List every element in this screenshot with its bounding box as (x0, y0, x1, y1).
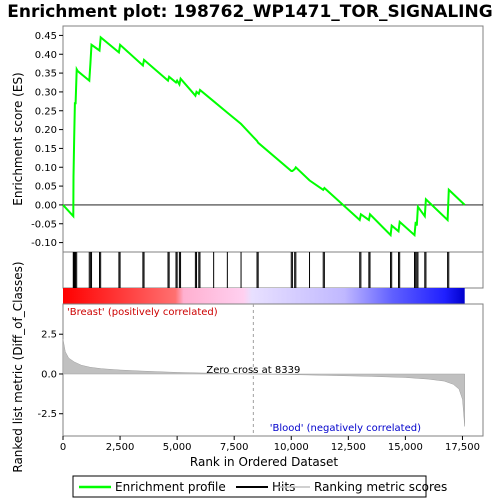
rank-x-tick-label: 12,500 (331, 442, 366, 453)
metric-y-axis: -2.5 0.0 2.5 (37, 330, 63, 420)
chart-title: Enrichment plot: 198762_WP1471_TOR_SIGNA… (7, 2, 492, 22)
es-y-axis-label: Enrichment score (ES) (11, 72, 25, 205)
rank-gradient (63, 288, 465, 304)
enrichment-panel: -0.10 -0.05 0.00 0.05 0.10 0.15 0.20 0.25 0.30 0.… (11, 25, 484, 253)
es-y-tick-label: 0.30 (35, 87, 57, 98)
ranking-metric-area (62, 338, 465, 427)
es-y-tick-label: 0.00 (35, 200, 57, 211)
rank-x-tick-label: 10,000 (274, 442, 309, 453)
legend-ranking-label: Ranking metric scores (314, 480, 447, 494)
metric-y-tick-label: 2.5 (41, 330, 57, 341)
rank-x-axis: 0 2,500 5,000 7,500 10,000 12,500 15,000 17,500 (60, 436, 480, 453)
es-y-tick-label: 0.40 (35, 50, 57, 61)
es-y-axis: -0.10 -0.05 0.00 0.05 0.10 0.15 0.20 0.25 0.30 0.… (31, 31, 63, 249)
metric-y-tick-label: -2.5 (37, 409, 57, 420)
legend-enrichment-label: Enrichment profile (115, 480, 226, 494)
hits-frame (62, 251, 484, 289)
es-y-tick-label: 0.35 (35, 69, 57, 80)
hit-markers (72, 252, 450, 288)
es-y-tick-label: 0.05 (35, 182, 57, 193)
rank-color-bar (63, 288, 465, 304)
es-y-tick-label: 0.15 (35, 144, 57, 155)
metric-y-tick-label: 0.0 (41, 369, 57, 380)
es-y-tick-label: 0.20 (35, 125, 57, 136)
es-y-tick-label: 0.25 (35, 106, 57, 117)
es-y-tick-label: 0.10 (35, 163, 57, 174)
zero-cross-label: Zero cross at 8339 (206, 365, 300, 376)
ranking-metric-panel: Zero cross at 8339 'Breast' (positively … (11, 261, 484, 473)
rank-x-tick-label: 5,000 (163, 442, 192, 453)
enrichment-plot-frame (62, 25, 484, 253)
enrichment-profile-line (62, 35, 466, 238)
rank-x-tick-label: 15,000 (388, 442, 423, 453)
rank-x-axis-label: Rank in Ordered Dataset (190, 455, 338, 469)
positive-class-label: 'Breast' (positively correlated) (67, 307, 218, 318)
rank-x-tick-label: 0 (60, 442, 66, 453)
es-y-tick-label: -0.10 (31, 238, 57, 249)
es-y-tick-label: -0.05 (31, 219, 57, 230)
es-y-tick-label: 0.45 (35, 31, 57, 42)
metric-y-axis-label: Ranked list metric (Diff_of_Classes) (11, 261, 25, 472)
legend: Enrichment profile Hits Ranking metric s… (72, 475, 447, 498)
rank-x-tick-label: 17,500 (445, 442, 480, 453)
rank-x-tick-label: 7,500 (220, 442, 249, 453)
negative-class-label: 'Blood' (negatively correlated) (270, 423, 421, 434)
hits-panel (62, 251, 484, 289)
rank-x-tick-label: 2,500 (106, 442, 135, 453)
